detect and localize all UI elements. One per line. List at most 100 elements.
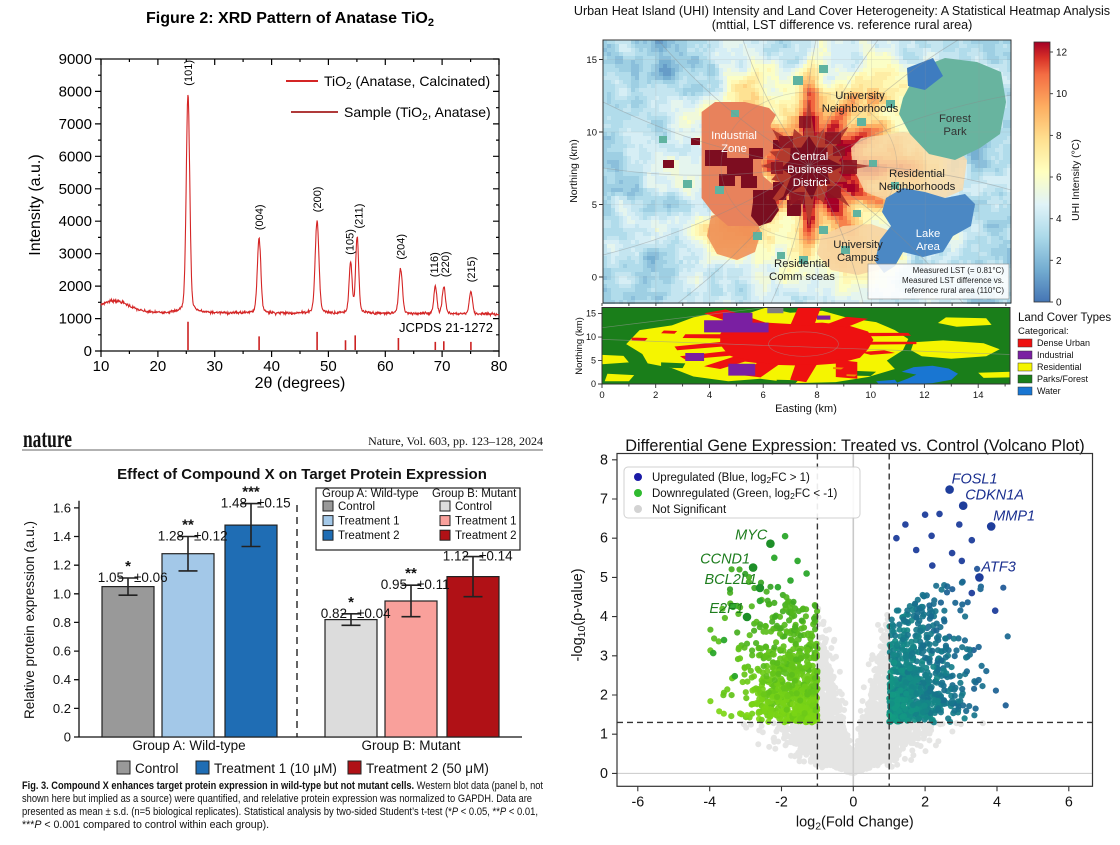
svg-text:4: 4	[1056, 214, 1062, 225]
svg-text:Neighborhoods: Neighborhoods	[879, 181, 956, 193]
svg-text:(215): (215)	[466, 257, 478, 283]
svg-text:Group A: Wild-type: Group A: Wild-type	[322, 488, 419, 500]
svg-text:±0.14: ±0.14	[479, 549, 513, 564]
svg-text:shown here but implied as a so: shown here but implied as a source) were…	[22, 793, 532, 805]
svg-text:15: 15	[586, 55, 597, 66]
svg-text:Fig. 3. Compound X enhances ta: Fig. 3. Compound X enhances target prote…	[22, 780, 543, 792]
svg-text:nature: nature	[23, 426, 72, 453]
svg-text:***: ***	[242, 484, 260, 501]
svg-text:(204): (204)	[396, 234, 408, 260]
svg-text:TiO2 (Anatase, Calcinated): TiO2 (Anatase, Calcinated)	[324, 73, 490, 92]
svg-text:10: 10	[865, 390, 876, 401]
svg-text:±0.15: ±0.15	[257, 496, 291, 511]
svg-text:University: University	[833, 239, 883, 251]
svg-text:UHI Intensity (°C): UHI Intensity (°C)	[1070, 139, 1082, 221]
svg-text:10: 10	[93, 358, 110, 375]
svg-text:JCPDS 21-1272: JCPDS 21-1272	[399, 320, 493, 335]
svg-text:Central: Central	[792, 151, 828, 163]
svg-text:Group A: Wild-type: Group A: Wild-type	[132, 738, 245, 753]
svg-text:2: 2	[1056, 256, 1062, 267]
svg-text:Sample (TiO2, Anatase): Sample (TiO2, Anatase)	[344, 104, 491, 123]
svg-text:**: **	[405, 565, 417, 582]
svg-text:(220): (220)	[440, 251, 452, 277]
svg-text:***P < 0.001 compared to contr: ***P < 0.001 compared to control within …	[22, 819, 269, 831]
svg-text:Water: Water	[1037, 386, 1061, 396]
svg-text:Urban Heat Island (UHI) Intens: Urban Heat Island (UHI) Intensity and La…	[574, 4, 1110, 18]
svg-text:5: 5	[592, 200, 597, 211]
svg-text:Residential: Residential	[1037, 362, 1082, 372]
svg-text:(211): (211)	[353, 204, 365, 229]
svg-text:60: 60	[377, 358, 394, 375]
svg-text:80: 80	[491, 358, 508, 375]
svg-text:Industrial: Industrial	[711, 130, 757, 142]
svg-text:0: 0	[599, 390, 604, 401]
svg-text:40: 40	[263, 358, 280, 375]
svg-text:0.2: 0.2	[53, 701, 71, 716]
svg-text:0.82: 0.82	[321, 606, 347, 621]
svg-text:Figure 2: XRD Pattern of Anata: Figure 2: XRD Pattern of Anatase TiO2	[146, 10, 434, 29]
svg-text:70: 70	[434, 358, 451, 375]
svg-text:Control: Control	[455, 501, 492, 513]
svg-text:1000: 1000	[59, 311, 92, 328]
svg-text:10: 10	[1056, 89, 1068, 100]
svg-text:Northing (km): Northing (km)	[568, 139, 580, 203]
svg-text:4: 4	[707, 390, 712, 401]
svg-text:0: 0	[84, 343, 92, 360]
svg-text:8: 8	[814, 390, 819, 401]
svg-text:Easting (km): Easting (km)	[775, 403, 837, 415]
svg-text:10: 10	[586, 128, 597, 139]
svg-text:Treatment 2 (50 μM): Treatment 2 (50 μM)	[366, 761, 489, 776]
svg-text:Treatment 2: Treatment 2	[338, 530, 400, 542]
svg-text:0.95: 0.95	[381, 577, 407, 592]
svg-text:Residential: Residential	[774, 258, 830, 270]
svg-text:1.2: 1.2	[53, 558, 71, 573]
svg-text:Lake: Lake	[916, 228, 941, 240]
svg-text:Northing (km): Northing (km)	[574, 317, 585, 375]
svg-text:Area: Area	[916, 241, 941, 253]
svg-text:0: 0	[591, 379, 596, 389]
svg-text:Residential: Residential	[889, 168, 945, 180]
svg-text:**: **	[182, 517, 194, 534]
svg-text:12: 12	[1056, 48, 1068, 59]
svg-text:2θ (degrees): 2θ (degrees)	[255, 375, 346, 392]
svg-text:1.0: 1.0	[53, 586, 71, 601]
svg-text:Effect of Compound X on Target: Effect of Compound X on Target Protein E…	[117, 466, 487, 483]
svg-text:(105): (105)	[345, 229, 357, 255]
svg-text:Group B: Mutant: Group B: Mutant	[361, 738, 460, 753]
svg-text:±0.06: ±0.06	[134, 570, 168, 585]
svg-text:Control: Control	[338, 501, 375, 513]
svg-text:4000: 4000	[59, 213, 92, 230]
svg-text:Nature, Vol. 603, pp. 123–128,: Nature, Vol. 603, pp. 123–128, 2024	[368, 434, 543, 448]
svg-text:(101): (101)	[183, 60, 195, 86]
svg-text:District: District	[793, 177, 828, 189]
svg-text:Zone: Zone	[721, 143, 747, 155]
svg-text:Parks/Forest: Parks/Forest	[1037, 374, 1089, 384]
svg-text:Group B: Mutant: Group B: Mutant	[432, 488, 517, 500]
svg-text:Treatment 1: Treatment 1	[455, 516, 517, 528]
svg-text:Dense Urban: Dense Urban	[1037, 338, 1090, 348]
svg-text:0.6: 0.6	[53, 644, 71, 659]
svg-text:University: University	[835, 90, 885, 102]
svg-text:Differential Gene Expression:: Differential Gene Expression: Treated vs…	[625, 437, 1084, 455]
svg-text:1.6: 1.6	[53, 500, 71, 515]
svg-text:reference rural area (110°C): reference rural area (110°C)	[904, 286, 1004, 295]
svg-text:2000: 2000	[59, 278, 92, 295]
svg-text:Treatment 1 (10 μM): Treatment 1 (10 μM)	[214, 761, 337, 776]
svg-text:Relative protein expression (a: Relative protein expression (a.u.)	[22, 521, 37, 719]
svg-text:15: 15	[586, 309, 596, 319]
svg-text:9000: 9000	[59, 51, 92, 68]
svg-text:Control: Control	[135, 761, 179, 776]
svg-text:presented as mean ± s.d. (n=5: presented as mean ± s.d. (n=5 biological…	[22, 806, 538, 818]
svg-text:Business: Business	[787, 164, 833, 176]
svg-text:12: 12	[919, 390, 930, 401]
svg-text:2: 2	[653, 390, 658, 401]
svg-text:14: 14	[973, 390, 984, 401]
svg-text:0.4: 0.4	[53, 672, 71, 687]
svg-text:*: *	[125, 558, 131, 575]
svg-text:Treatment 2: Treatment 2	[455, 530, 517, 542]
svg-text:6: 6	[761, 390, 766, 401]
svg-text:1.4: 1.4	[53, 529, 71, 544]
svg-text:20: 20	[150, 358, 167, 375]
svg-text:5: 5	[591, 356, 596, 366]
svg-text:8000: 8000	[59, 83, 92, 100]
